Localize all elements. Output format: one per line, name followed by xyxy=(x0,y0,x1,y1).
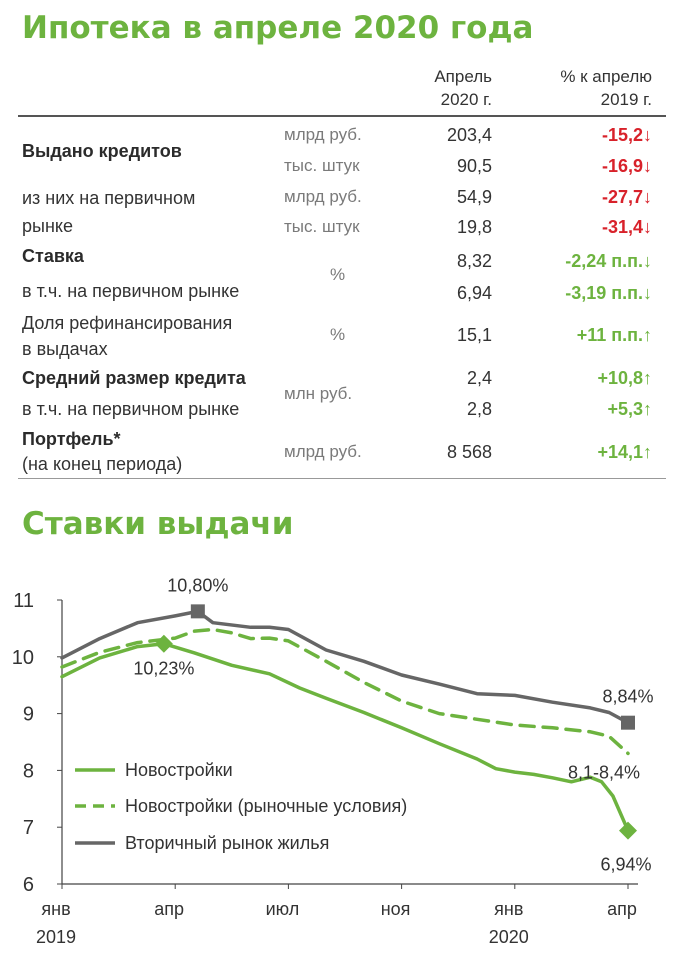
unit-cell: % xyxy=(330,265,346,284)
unit-cell: тыс. штук xyxy=(284,217,360,236)
value-col-header: Апрель 2020 г. xyxy=(392,65,492,111)
change-col-header-line1: % к апрелю xyxy=(560,67,652,86)
data-label: 10,80% xyxy=(167,575,228,595)
row-label-primary-line2: рынке xyxy=(22,216,73,236)
unit-cell: тыс. штук xyxy=(284,156,360,175)
value-cell: 2,4 xyxy=(466,368,492,388)
change-cell: +14,1↑ xyxy=(597,442,652,462)
value-cell: 6,94 xyxy=(456,283,492,303)
x-tick-label: янв xyxy=(41,899,70,919)
change-cell: -16,9↓ xyxy=(601,156,652,176)
chart-title: Ставки выдачи xyxy=(22,506,294,542)
value-cell: 8 568 xyxy=(446,442,492,462)
header-rule xyxy=(18,115,666,117)
x-tick-year-label: 2019 xyxy=(36,927,76,947)
legend-label: Новостройки (рыночные условия) xyxy=(125,796,407,816)
series-new-buildings-market-line xyxy=(60,627,630,756)
unit-cell: % xyxy=(330,325,346,344)
data-label: 8,84% xyxy=(602,687,653,707)
change-cell: -15,2↓ xyxy=(601,125,652,145)
x-tick-label: янв xyxy=(494,899,523,919)
row-label-avg-size-primary: в т.ч. на первичном рынке xyxy=(22,399,240,419)
unit-cell: млрд руб. xyxy=(284,125,362,144)
value-cell: 90,5 xyxy=(456,156,492,176)
series-secondary-market-line xyxy=(60,609,630,725)
value-col-header-line2: 2020 г. xyxy=(440,90,492,109)
y-tick-label: 9 xyxy=(23,704,34,726)
value-col-header-line1: Апрель xyxy=(434,67,492,86)
value-cell: 15,1 xyxy=(456,325,492,345)
table-bottom-rule xyxy=(18,478,666,479)
unit-cell: млн руб. xyxy=(284,384,353,403)
x-tick-label: июл xyxy=(266,899,300,919)
value-cell: 203,4 xyxy=(446,125,492,145)
change-cell: -31,4↓ xyxy=(601,217,652,237)
y-tick-label: 8 xyxy=(23,760,34,782)
legend-label: Вторичный рынок жилья xyxy=(125,833,329,853)
rates-line-chart: 6 7 8 9 10 11 янв 2019 апр июл ноя янв 2020 апр 10,23%… xyxy=(12,575,654,947)
row-label-loans: Выдано кредитов xyxy=(22,141,182,161)
y-tick-label: 10 xyxy=(12,647,34,669)
row-label-rate: Ставка xyxy=(22,246,84,266)
change-cell: -2,24 п.п.↓ xyxy=(565,251,652,271)
unit-cell: млрд руб. xyxy=(284,187,362,206)
range-annotation: 8,1-8,4% xyxy=(568,762,640,782)
x-tick-label: апр xyxy=(154,899,184,919)
x-tick-label: ноя xyxy=(381,899,411,919)
change-cell: +10,8↑ xyxy=(597,368,652,388)
value-cell: 2,8 xyxy=(466,399,492,419)
value-cell: 19,8 xyxy=(456,217,492,237)
change-cell: +5,3↑ xyxy=(607,399,652,419)
value-cell: 54,9 xyxy=(456,187,492,207)
change-col-header-line2: 2019 г. xyxy=(600,90,652,109)
data-label: 10,23% xyxy=(133,659,194,679)
row-label-portfolio-line1: Портфель* xyxy=(22,429,121,449)
y-tick-label: 7 xyxy=(23,817,34,839)
data-point-marker xyxy=(154,634,173,653)
series-new-buildings-line xyxy=(60,641,630,833)
data-point-marker xyxy=(619,821,637,840)
row-label-refinance-line1: Доля рефинансирования xyxy=(22,313,233,333)
x-tick-label: апр xyxy=(607,899,637,919)
change-col-header: % к апрелю 2019 г. xyxy=(490,65,652,111)
change-cell: -3,19 п.п.↓ xyxy=(565,283,652,303)
x-tick-year-label: 2020 xyxy=(489,927,529,947)
legend-label: Новостройки xyxy=(125,760,233,780)
value-cell: 8,32 xyxy=(456,251,492,271)
row-label-avg-size: Средний размер кредита xyxy=(22,368,246,388)
data-point-marker xyxy=(190,604,205,619)
row-label-rate-primary: в т.ч. на первичном рынке xyxy=(22,281,240,301)
change-cell: +11 п.п.↑ xyxy=(576,325,652,345)
row-label-refinance-line2: в выдачах xyxy=(22,339,108,359)
page-title: Ипотека в апреле 2020 года xyxy=(22,10,534,46)
unit-cell: млрд руб. xyxy=(284,442,362,461)
y-tick-label: 11 xyxy=(13,590,34,612)
row-label-portfolio-line2: (на конец периода) xyxy=(22,454,183,474)
data-point-marker xyxy=(621,715,635,730)
y-tick-label: 6 xyxy=(23,874,34,896)
row-label-primary-line1: из них на первичном xyxy=(22,188,196,208)
change-cell: -27,7↓ xyxy=(601,187,652,207)
data-label: 6,94% xyxy=(600,855,651,875)
